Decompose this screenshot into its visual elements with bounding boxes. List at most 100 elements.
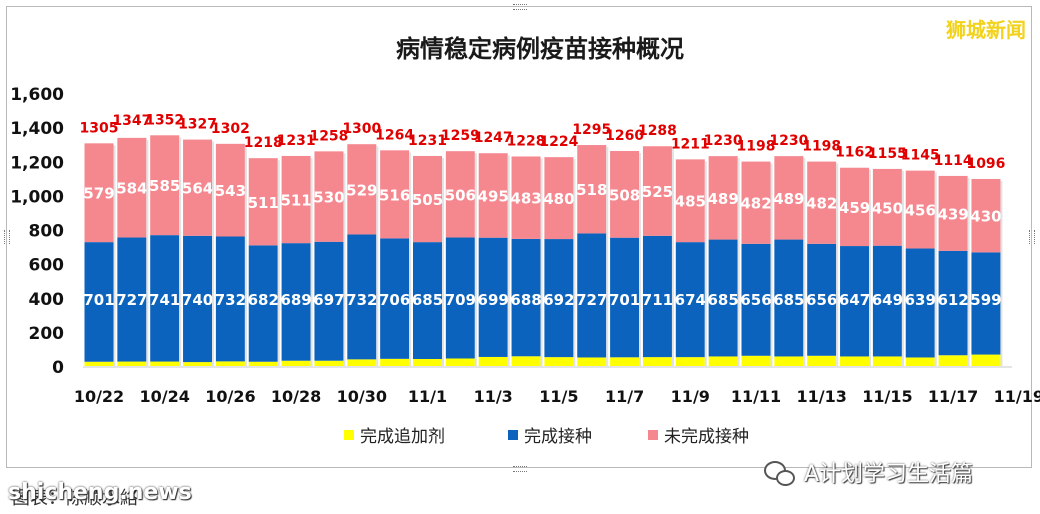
total-label: 1327	[178, 117, 217, 133]
x-tick-label: 11/9	[671, 387, 710, 406]
data-label: 639	[905, 291, 936, 309]
chart-caption: 图表：陈顺水絡	[12, 488, 138, 509]
data-label: 456	[905, 202, 936, 220]
data-label: 584	[116, 180, 147, 198]
bar-shadow	[770, 163, 773, 366]
total-label: 1230	[704, 133, 743, 149]
bar-segment	[150, 361, 180, 366]
bar-shadow	[737, 158, 740, 366]
x-tick-label: 11/5	[539, 387, 578, 406]
legend-label: 完成接种	[524, 427, 592, 447]
y-tick-label: 600	[29, 256, 65, 276]
bar-shadow	[244, 145, 247, 366]
bar-segment	[938, 250, 968, 356]
bar-shadow	[474, 153, 477, 366]
data-label: 599	[970, 291, 1001, 309]
bar-segment	[413, 359, 442, 366]
wechat-icon	[764, 459, 796, 486]
bar-segment	[675, 159, 705, 243]
data-label: 511	[280, 192, 311, 210]
data-label: 511	[248, 194, 279, 212]
total-label: 1259	[441, 128, 480, 144]
bar-segment	[150, 135, 180, 236]
bar-segment	[774, 239, 804, 357]
bar-segment	[84, 242, 114, 362]
bar-segment	[577, 233, 607, 358]
bar-shadow	[179, 137, 182, 366]
data-label: 495	[478, 187, 509, 205]
bar-segment	[642, 235, 672, 358]
bar-shadow	[343, 153, 346, 366]
x-tick-label: 10/26	[205, 387, 255, 406]
x-tick-label: 11/15	[862, 387, 912, 406]
data-label: 508	[609, 186, 640, 204]
total-label: 1295	[572, 122, 611, 138]
bar-shadow	[803, 158, 806, 366]
data-label: 505	[412, 191, 443, 209]
total-label: 1260	[605, 128, 644, 144]
data-label: 450	[872, 199, 903, 217]
data-label: 685	[412, 291, 443, 309]
total-label: 1114	[934, 153, 973, 169]
x-tick-label: 10/30	[337, 387, 387, 406]
bar-shadow	[1000, 180, 1003, 366]
resize-handle-bottom[interactable]	[513, 466, 527, 472]
bar-segment	[905, 248, 935, 358]
bar-segment	[971, 178, 1001, 253]
resize-handle-left[interactable]	[4, 230, 10, 244]
bar-segment	[741, 355, 771, 366]
y-tick-label: 800	[29, 222, 65, 242]
data-label: 480	[543, 190, 574, 208]
bar-segment	[413, 242, 442, 360]
bar-shadow	[606, 147, 609, 366]
chart-title: 病情稳定病例疫苗接种概况	[396, 35, 684, 63]
bar-shadow	[869, 169, 872, 366]
bar-shadow	[540, 158, 543, 366]
bar-segment	[642, 146, 672, 236]
bar-segment	[380, 238, 410, 359]
data-label: 530	[313, 189, 344, 207]
bar-segment	[741, 243, 771, 356]
legend-swatch	[508, 430, 518, 440]
data-label: 485	[675, 193, 706, 211]
data-label: 482	[806, 195, 837, 213]
total-label: 1264	[375, 127, 414, 143]
data-label: 649	[872, 291, 903, 309]
bar-segment	[511, 356, 541, 366]
bar-shadow	[146, 139, 149, 366]
bar-segment	[544, 157, 574, 240]
total-label: 1300	[342, 121, 381, 137]
bar-segment	[183, 139, 213, 236]
bar-segment	[281, 243, 311, 361]
bar-segment	[248, 158, 278, 246]
resize-handle-right[interactable]	[1029, 230, 1035, 244]
bar-segment	[478, 237, 508, 357]
bar-segment	[314, 360, 344, 366]
site-watermark: shicheng.news	[8, 480, 192, 505]
bar-segment	[872, 245, 902, 357]
y-tick-label: 0	[52, 358, 64, 378]
bar-segment	[610, 151, 640, 238]
x-tick-label: 10/22	[74, 387, 124, 406]
y-tick-label: 1,200	[10, 153, 64, 173]
bar-segment	[807, 161, 837, 244]
total-label: 1230	[769, 133, 808, 149]
total-label: 1302	[211, 121, 250, 137]
resize-handle-top[interactable]	[513, 4, 527, 10]
total-label: 1231	[408, 133, 447, 149]
data-label: 585	[149, 177, 180, 195]
bar-shadow	[212, 141, 215, 366]
data-label: 656	[806, 291, 837, 309]
bar-segment	[741, 161, 771, 244]
bar-segment	[117, 237, 147, 362]
y-tick-label: 200	[29, 324, 65, 344]
bar-shadow	[277, 160, 280, 366]
bar-segment	[807, 355, 837, 366]
bar-segment	[774, 156, 804, 240]
total-label: 1288	[638, 123, 677, 139]
data-label: 697	[313, 291, 344, 309]
bar-segment	[215, 236, 245, 362]
bar-segment	[183, 235, 213, 363]
data-label: 612	[937, 291, 968, 309]
